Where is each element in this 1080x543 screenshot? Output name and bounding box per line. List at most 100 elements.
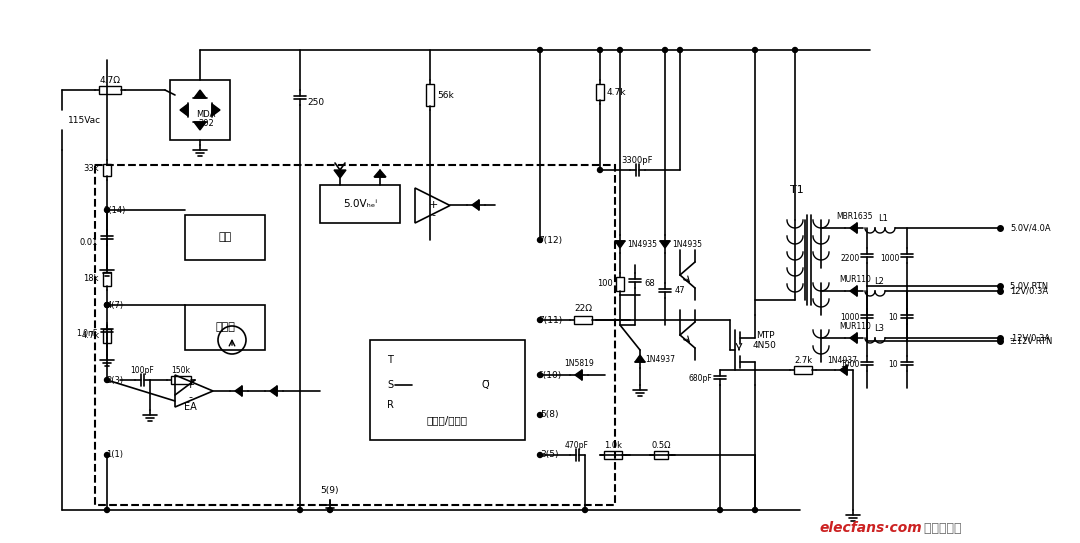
Circle shape xyxy=(105,452,109,458)
Text: 1000: 1000 xyxy=(840,359,860,369)
Text: 202: 202 xyxy=(198,118,214,128)
Text: 7(12): 7(12) xyxy=(538,236,562,244)
Text: 4.7k: 4.7k xyxy=(82,331,100,339)
Text: 47: 47 xyxy=(675,286,686,294)
Text: -12V/0.3A: -12V/0.3A xyxy=(1010,333,1051,343)
Bar xyxy=(596,84,604,100)
Polygon shape xyxy=(615,241,625,248)
Text: 6(10): 6(10) xyxy=(538,370,562,380)
Text: 4(7): 4(7) xyxy=(107,300,123,310)
Text: 4.7k: 4.7k xyxy=(606,87,625,97)
Circle shape xyxy=(538,413,542,418)
Circle shape xyxy=(105,207,109,212)
Polygon shape xyxy=(850,223,858,233)
Text: 4N50: 4N50 xyxy=(753,340,777,350)
Text: 1N4937: 1N4937 xyxy=(645,355,675,363)
Text: 振荡器: 振荡器 xyxy=(215,322,235,332)
Polygon shape xyxy=(472,200,480,210)
Bar xyxy=(604,451,622,459)
Text: 2(3): 2(3) xyxy=(107,376,123,384)
Bar xyxy=(185,215,265,260)
Bar xyxy=(99,86,121,94)
Text: 1N4935: 1N4935 xyxy=(627,239,657,249)
Text: 偏置: 偏置 xyxy=(218,232,231,242)
Bar xyxy=(103,329,111,343)
Circle shape xyxy=(597,47,603,53)
Circle shape xyxy=(753,47,757,53)
Circle shape xyxy=(105,508,109,513)
Text: -: - xyxy=(188,392,192,402)
Text: 1(1): 1(1) xyxy=(107,451,123,459)
Text: 2200: 2200 xyxy=(840,254,860,262)
Polygon shape xyxy=(180,104,188,116)
Circle shape xyxy=(538,372,542,377)
Text: 4.7Ω: 4.7Ω xyxy=(99,75,121,85)
Polygon shape xyxy=(334,170,346,178)
Circle shape xyxy=(597,167,603,173)
Circle shape xyxy=(677,47,683,53)
Text: 电子发烧友: 电子发烧友 xyxy=(920,521,961,534)
Text: 18k: 18k xyxy=(83,274,98,282)
Text: +: + xyxy=(429,200,437,210)
Bar xyxy=(370,340,525,440)
Text: MBR1635: MBR1635 xyxy=(837,212,874,220)
Text: 5.0V/4.0A: 5.0V/4.0A xyxy=(1010,224,1051,232)
Text: 1.0nF: 1.0nF xyxy=(77,329,97,338)
Polygon shape xyxy=(660,241,670,248)
Text: MUR110: MUR110 xyxy=(839,321,870,331)
Circle shape xyxy=(618,47,622,53)
Text: 8(14): 8(14) xyxy=(104,205,126,214)
Polygon shape xyxy=(235,386,242,396)
Circle shape xyxy=(327,508,333,513)
Polygon shape xyxy=(374,170,386,177)
Text: 10: 10 xyxy=(888,359,897,369)
Text: L1: L1 xyxy=(878,213,888,223)
Text: Q̅: Q̅ xyxy=(482,380,489,390)
Polygon shape xyxy=(850,286,858,296)
Text: elecfans·com: elecfans·com xyxy=(820,521,922,535)
Text: 1N4935: 1N4935 xyxy=(672,239,702,249)
Polygon shape xyxy=(850,333,858,343)
Text: 680pF: 680pF xyxy=(688,374,712,382)
Bar xyxy=(794,366,812,374)
Text: 100pF: 100pF xyxy=(130,365,153,375)
Text: 3(5): 3(5) xyxy=(541,451,559,459)
Circle shape xyxy=(105,302,109,307)
Bar xyxy=(170,80,230,140)
Bar xyxy=(103,164,111,176)
Bar xyxy=(95,165,615,505)
Circle shape xyxy=(717,508,723,513)
Polygon shape xyxy=(635,355,645,362)
Text: 33k: 33k xyxy=(83,163,98,173)
Bar xyxy=(320,185,400,223)
Text: 5.0V RTN: 5.0V RTN xyxy=(1010,281,1048,291)
Text: EA: EA xyxy=(184,402,197,412)
Bar xyxy=(185,305,265,350)
Circle shape xyxy=(793,47,797,53)
Text: 1N5819: 1N5819 xyxy=(564,358,594,368)
Polygon shape xyxy=(270,386,276,396)
Text: R: R xyxy=(387,400,393,410)
Text: 2.7k: 2.7k xyxy=(794,356,812,364)
Circle shape xyxy=(582,508,588,513)
Text: 5.0Vₕₑⁱ: 5.0Vₕₑⁱ xyxy=(343,199,377,209)
Text: S: S xyxy=(387,380,393,390)
Text: 115Vac: 115Vac xyxy=(68,116,102,124)
Text: ±12V RTN: ±12V RTN xyxy=(1010,337,1052,345)
Text: -: - xyxy=(431,210,435,220)
Text: 0.01: 0.01 xyxy=(80,237,98,247)
Text: L3: L3 xyxy=(874,324,885,332)
Text: MUR110: MUR110 xyxy=(839,275,870,283)
Circle shape xyxy=(662,47,667,53)
Text: +: + xyxy=(186,380,194,390)
Polygon shape xyxy=(840,365,847,375)
Text: MDA: MDA xyxy=(197,110,216,118)
Text: 68: 68 xyxy=(645,279,656,287)
Text: 56k: 56k xyxy=(437,91,455,99)
Text: 3300pF: 3300pF xyxy=(621,155,652,165)
Bar xyxy=(573,316,592,324)
Text: 12V/0.3A: 12V/0.3A xyxy=(1010,287,1048,295)
Text: 5(8): 5(8) xyxy=(541,411,559,420)
Circle shape xyxy=(538,452,542,458)
Text: 22Ω: 22Ω xyxy=(573,304,592,313)
